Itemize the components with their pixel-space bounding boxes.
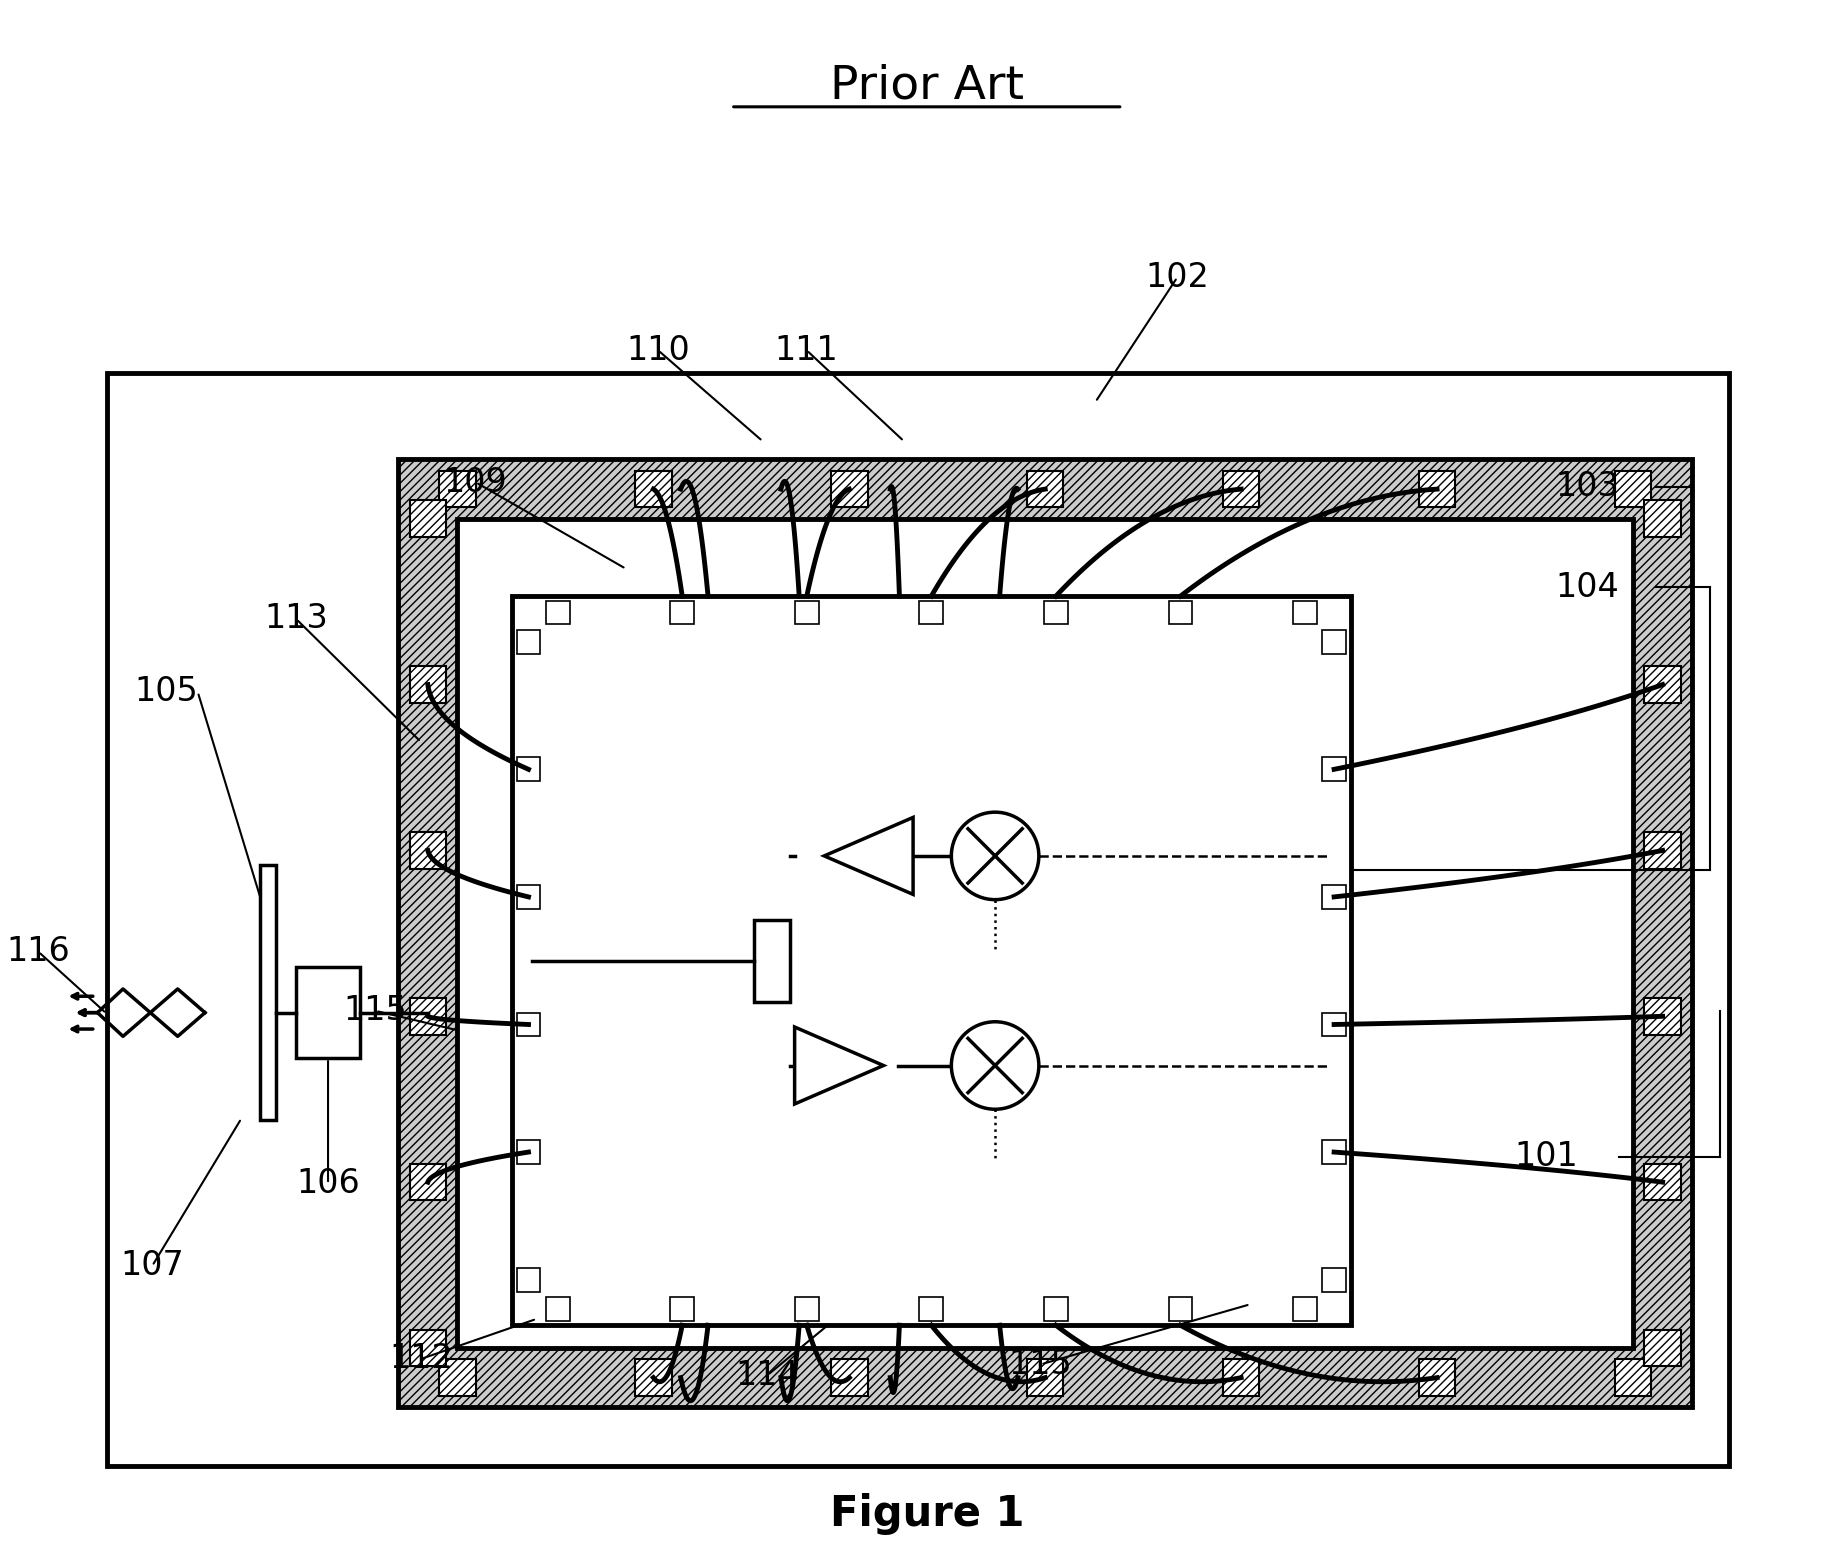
- Bar: [1614, 1359, 1651, 1395]
- Bar: [260, 864, 277, 1120]
- Bar: [1028, 1359, 1063, 1395]
- Bar: [517, 1268, 541, 1292]
- Bar: [919, 1297, 943, 1320]
- Text: 105: 105: [135, 675, 197, 708]
- Text: 101: 101: [1515, 1140, 1577, 1173]
- Text: 112: 112: [389, 1342, 452, 1375]
- Bar: [670, 601, 694, 625]
- Bar: [1223, 471, 1260, 507]
- Text: 107: 107: [120, 1250, 184, 1283]
- Text: 111: 111: [775, 334, 838, 366]
- Bar: [517, 758, 541, 781]
- Bar: [1323, 1268, 1347, 1292]
- Bar: [1419, 1359, 1456, 1395]
- Bar: [1323, 758, 1347, 781]
- Bar: [458, 518, 1633, 1348]
- Bar: [635, 1359, 672, 1395]
- Bar: [517, 1013, 541, 1037]
- Bar: [1168, 601, 1192, 625]
- Polygon shape: [825, 817, 913, 894]
- Bar: [410, 1164, 446, 1201]
- Bar: [1323, 630, 1347, 653]
- Bar: [546, 601, 570, 625]
- Bar: [1323, 1140, 1347, 1164]
- Bar: [410, 998, 446, 1035]
- Bar: [410, 501, 446, 537]
- Text: 115: 115: [1009, 1348, 1072, 1381]
- Text: 102: 102: [1146, 260, 1208, 294]
- Polygon shape: [795, 1027, 884, 1104]
- Circle shape: [952, 1021, 1039, 1109]
- Text: Prior Art: Prior Art: [830, 63, 1024, 108]
- Text: 104: 104: [1555, 570, 1620, 603]
- Bar: [439, 471, 476, 507]
- Bar: [297, 968, 360, 1059]
- Text: 115: 115: [343, 994, 408, 1027]
- Text: 113: 113: [264, 603, 328, 636]
- Text: 110: 110: [625, 334, 690, 366]
- Bar: [1223, 1359, 1260, 1395]
- Bar: [1168, 1297, 1192, 1320]
- Text: 116: 116: [6, 935, 70, 968]
- Bar: [795, 601, 819, 625]
- Text: Figure 1: Figure 1: [830, 1492, 1024, 1535]
- Bar: [1028, 471, 1063, 507]
- Bar: [1644, 667, 1681, 703]
- Bar: [1323, 1013, 1347, 1037]
- Bar: [670, 1297, 694, 1320]
- Bar: [1044, 1297, 1068, 1320]
- Text: 103: 103: [1555, 470, 1620, 503]
- Bar: [1644, 998, 1681, 1035]
- Bar: [410, 832, 446, 869]
- Bar: [439, 1359, 476, 1395]
- Bar: [830, 1359, 867, 1395]
- Bar: [1644, 501, 1681, 537]
- Bar: [517, 630, 541, 653]
- Text: 114: 114: [736, 1359, 799, 1392]
- Bar: [1293, 601, 1317, 625]
- Bar: [753, 919, 790, 1002]
- Bar: [517, 885, 541, 908]
- Bar: [1644, 832, 1681, 869]
- Bar: [919, 601, 943, 625]
- Bar: [410, 1330, 446, 1366]
- Bar: [399, 459, 1692, 1408]
- Bar: [517, 1140, 541, 1164]
- Bar: [635, 471, 672, 507]
- Bar: [546, 1297, 570, 1320]
- Bar: [513, 597, 1351, 1325]
- Bar: [1293, 1297, 1317, 1320]
- Bar: [1614, 471, 1651, 507]
- Bar: [1044, 601, 1068, 625]
- Bar: [1419, 471, 1456, 507]
- Bar: [1644, 1164, 1681, 1201]
- Circle shape: [952, 813, 1039, 899]
- Text: 109: 109: [445, 465, 507, 498]
- Bar: [1323, 885, 1347, 908]
- Bar: [795, 1297, 819, 1320]
- Bar: [830, 471, 867, 507]
- Bar: [107, 373, 1729, 1466]
- Bar: [1644, 1330, 1681, 1366]
- Bar: [410, 667, 446, 703]
- Text: 106: 106: [297, 1168, 360, 1201]
